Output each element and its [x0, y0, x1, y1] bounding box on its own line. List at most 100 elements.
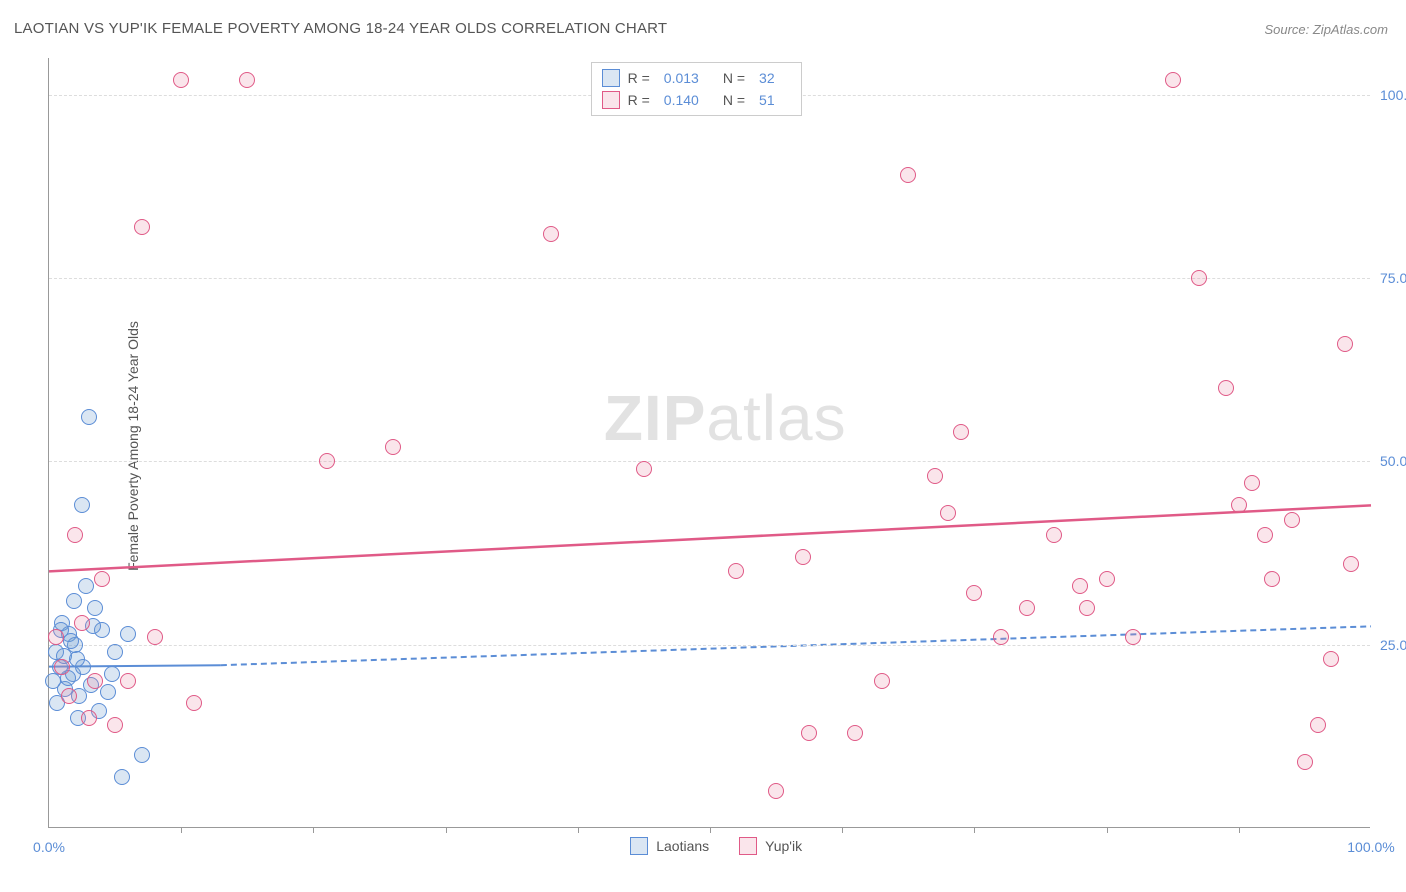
- scatter-point-yupik: [1099, 571, 1115, 587]
- scatter-point-yupik: [94, 571, 110, 587]
- scatter-point-yupik: [134, 219, 150, 235]
- legend-series-label: Laotians: [656, 838, 709, 854]
- scatter-point-yupik: [795, 549, 811, 565]
- scatter-point-yupik: [1165, 72, 1181, 88]
- scatter-point-yupik: [993, 629, 1009, 645]
- scatter-point-laotians: [134, 747, 150, 763]
- scatter-point-yupik: [81, 710, 97, 726]
- legend-item-laotians: Laotians: [630, 837, 709, 855]
- scatter-point-yupik: [173, 72, 189, 88]
- scatter-point-yupik: [385, 439, 401, 455]
- scatter-point-yupik: [768, 783, 784, 799]
- plot-area: ZIPatlas 25.0%50.0%75.0%100.0%0.0%100.0%…: [48, 58, 1370, 828]
- scatter-point-yupik: [953, 424, 969, 440]
- scatter-point-laotians: [114, 769, 130, 785]
- scatter-point-yupik: [728, 563, 744, 579]
- x-tick-label: 0.0%: [33, 839, 65, 855]
- scatter-point-yupik: [87, 673, 103, 689]
- legend-r-value: 0.013: [664, 67, 699, 89]
- x-tick-mark: [181, 827, 182, 833]
- scatter-point-yupik: [1072, 578, 1088, 594]
- scatter-point-yupik: [61, 688, 77, 704]
- y-tick-label: 50.0%: [1380, 453, 1406, 469]
- scatter-point-yupik: [1310, 717, 1326, 733]
- scatter-point-yupik: [1337, 336, 1353, 352]
- scatter-point-laotians: [100, 684, 116, 700]
- legend-swatch: [602, 91, 620, 109]
- scatter-point-yupik: [1257, 527, 1273, 543]
- scatter-point-yupik: [1244, 475, 1260, 491]
- scatter-point-yupik: [147, 629, 163, 645]
- scatter-point-yupik: [636, 461, 652, 477]
- scatter-point-yupik: [1297, 754, 1313, 770]
- source-name: ZipAtlas.com: [1313, 22, 1388, 37]
- scatter-point-yupik: [1218, 380, 1234, 396]
- legend-swatch: [630, 837, 648, 855]
- legend-n-label: N =: [723, 67, 745, 89]
- scatter-point-yupik: [1284, 512, 1300, 528]
- legend-n-value: 51: [759, 89, 775, 111]
- x-tick-mark: [710, 827, 711, 833]
- scatter-point-yupik: [847, 725, 863, 741]
- scatter-point-laotians: [45, 673, 61, 689]
- legend-n-label: N =: [723, 89, 745, 111]
- trend-line: [221, 626, 1371, 665]
- x-tick-mark: [578, 827, 579, 833]
- y-tick-label: 100.0%: [1380, 87, 1406, 103]
- scatter-point-laotians: [78, 578, 94, 594]
- scatter-point-yupik: [107, 717, 123, 733]
- trend-line: [49, 505, 1371, 571]
- scatter-point-yupik: [1079, 600, 1095, 616]
- scatter-point-yupik: [1125, 629, 1141, 645]
- scatter-point-yupik: [874, 673, 890, 689]
- scatter-point-yupik: [1046, 527, 1062, 543]
- y-tick-label: 25.0%: [1380, 637, 1406, 653]
- scatter-point-yupik: [48, 629, 64, 645]
- x-tick-mark: [974, 827, 975, 833]
- scatter-point-yupik: [239, 72, 255, 88]
- scatter-point-yupik: [1323, 651, 1339, 667]
- scatter-point-yupik: [74, 615, 90, 631]
- scatter-point-yupik: [1231, 497, 1247, 513]
- chart-container: LAOTIAN VS YUP'IK FEMALE POVERTY AMONG 1…: [0, 0, 1406, 892]
- x-tick-mark: [1107, 827, 1108, 833]
- scatter-point-yupik: [900, 167, 916, 183]
- scatter-point-yupik: [67, 527, 83, 543]
- scatter-point-yupik: [319, 453, 335, 469]
- x-tick-mark: [842, 827, 843, 833]
- gridline-h: [49, 461, 1370, 462]
- scatter-point-yupik: [1343, 556, 1359, 572]
- legend-r-value: 0.140: [664, 89, 699, 111]
- scatter-point-laotians: [69, 651, 85, 667]
- legend-series: LaotiansYup'ik: [630, 837, 802, 855]
- scatter-point-yupik: [966, 585, 982, 601]
- scatter-point-laotians: [66, 593, 82, 609]
- x-tick-mark: [446, 827, 447, 833]
- scatter-point-yupik: [543, 226, 559, 242]
- legend-stats-row-laotians: R =0.013N =32: [602, 67, 791, 89]
- legend-n-value: 32: [759, 67, 775, 89]
- gridline-h: [49, 645, 1370, 646]
- legend-swatch: [602, 69, 620, 87]
- y-tick-label: 75.0%: [1380, 270, 1406, 286]
- scatter-point-yupik: [54, 659, 70, 675]
- legend-swatch: [739, 837, 757, 855]
- scatter-point-yupik: [1264, 571, 1280, 587]
- scatter-point-laotians: [107, 644, 123, 660]
- scatter-point-laotians: [104, 666, 120, 682]
- source-prefix: Source:: [1264, 22, 1312, 37]
- scatter-point-yupik: [940, 505, 956, 521]
- scatter-point-laotians: [87, 600, 103, 616]
- legend-stats: R =0.013N =32R =0.140N =51: [591, 62, 802, 116]
- legend-r-label: R =: [628, 89, 650, 111]
- gridline-h: [49, 278, 1370, 279]
- chart-title: LAOTIAN VS YUP'IK FEMALE POVERTY AMONG 1…: [14, 20, 667, 37]
- source-attribution: Source: ZipAtlas.com: [1264, 22, 1388, 37]
- scatter-point-yupik: [1019, 600, 1035, 616]
- scatter-point-yupik: [186, 695, 202, 711]
- scatter-point-yupik: [120, 673, 136, 689]
- scatter-point-laotians: [74, 497, 90, 513]
- x-tick-label: 100.0%: [1347, 839, 1394, 855]
- x-tick-mark: [1239, 827, 1240, 833]
- scatter-point-yupik: [801, 725, 817, 741]
